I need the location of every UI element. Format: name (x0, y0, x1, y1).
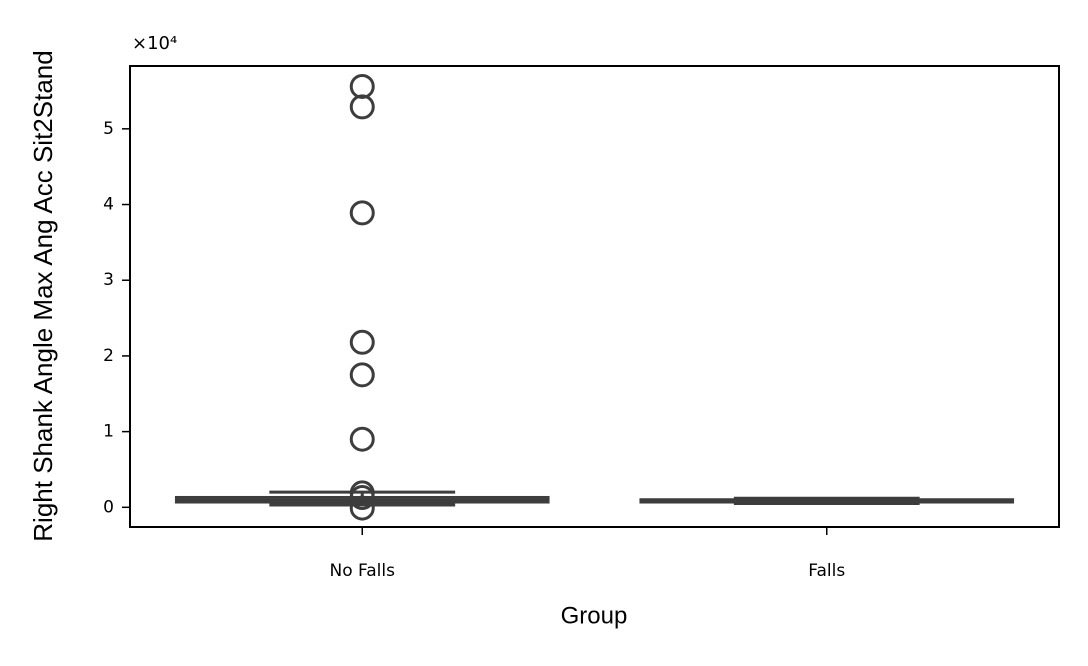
outlier (349, 484, 375, 510)
outlier (349, 94, 375, 120)
plot-frame (129, 65, 1060, 528)
x-axis-label: Group (561, 602, 628, 629)
y-tick-label: 4 (103, 195, 114, 215)
y-tick-label: 0 (103, 497, 114, 517)
outlier (349, 362, 375, 388)
outlier (349, 329, 375, 355)
outlier (349, 495, 375, 521)
y-tick-label: 5 (103, 119, 114, 139)
outlier (349, 426, 375, 452)
y-tick-label: 3 (103, 270, 114, 290)
y-offset-label: ×10⁴ (132, 33, 177, 54)
x-tick-label: No Falls (330, 561, 396, 581)
x-tick-label: Falls (808, 561, 845, 581)
y-tick-label: 2 (103, 346, 114, 366)
y-tick-label: 1 (103, 422, 114, 442)
outlier (349, 73, 375, 99)
y-axis-label: Right Shank Angle Max Ang Acc Sit2Stand (28, 50, 58, 541)
outlier (349, 200, 375, 226)
